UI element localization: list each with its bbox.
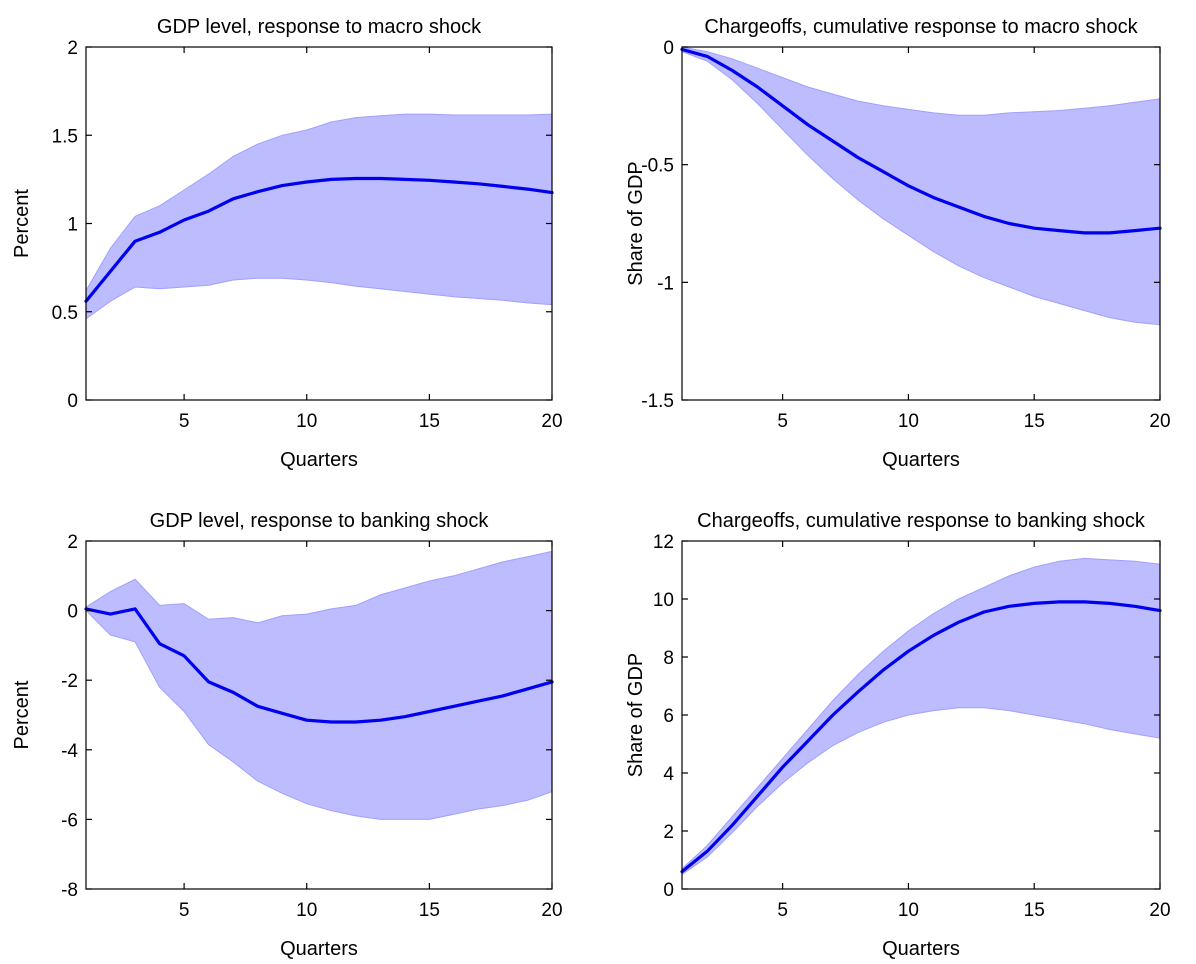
median-response-line	[680, 600, 1162, 874]
x-tick-label: 15	[1024, 900, 1045, 921]
y-axis-label: Share of GDP	[625, 653, 647, 778]
x-axis-label: Quarters	[882, 938, 960, 960]
x-tick-label: 20	[541, 411, 562, 432]
y-tick-label: 0	[67, 602, 78, 623]
y-tick-label: 10	[653, 590, 674, 611]
x-tick-label: 15	[419, 900, 440, 921]
chart-title: Chargeoffs, cumulative response to macro…	[704, 16, 1138, 38]
y-tick-label: 0.5	[52, 303, 78, 324]
x-tick-label: 15	[1024, 411, 1045, 432]
y-tick-label: 8	[663, 648, 674, 669]
y-tick-label: 2	[67, 532, 78, 553]
y-tick-label: -6	[61, 810, 78, 831]
y-tick-label: 6	[663, 706, 674, 727]
chart-panel-2: 5 10 15 20 0 -0.5 -1 -1.5 Chargeoffs, cumulative…	[625, 16, 1171, 471]
y-tick-label: 2	[67, 38, 78, 59]
x-tick-label: 10	[898, 900, 919, 921]
confidence-band	[681, 46, 1161, 326]
y-tick-label: -8	[61, 880, 78, 901]
x-tick-label: 15	[419, 411, 440, 432]
y-tick-label: 2	[663, 822, 674, 843]
y-tick-label: 4	[663, 764, 674, 785]
y-tick-label: 0	[663, 880, 674, 901]
x-tick-label: 10	[898, 411, 919, 432]
y-axis-label: Share of GDP	[625, 161, 647, 286]
confidence-band	[681, 557, 1161, 876]
y-tick-label: 12	[653, 532, 674, 553]
y-tick-label: 1	[67, 215, 78, 236]
chart-panel-1: 5 10 15 20 0 0.5 1 1.5 2 GDP level, response to m…	[11, 16, 563, 471]
y-tick-label: -1	[657, 273, 674, 294]
axes-frame	[681, 46, 1161, 401]
chart-panel-3: 5 10 15 20 -8 -6 -4 -2 0 2 GDP level, response to …	[11, 510, 563, 960]
median-response-line	[84, 176, 554, 303]
axes-frame	[85, 540, 553, 890]
x-tick-label: 10	[296, 411, 317, 432]
chart-title: Chargeoffs, cumulative response to banki…	[697, 510, 1146, 532]
y-tick-label: -2	[61, 671, 78, 692]
x-tick-label: 20	[1149, 411, 1170, 432]
chart-title: GDP level, response to banking shock	[150, 510, 490, 532]
y-tick-label: -4	[61, 741, 78, 762]
x-tick-label: 5	[179, 900, 190, 921]
x-axis-label: Quarters	[280, 938, 358, 960]
median-response-line	[84, 607, 554, 724]
x-axis-label: Quarters	[280, 449, 358, 471]
y-axis-label: Percent	[11, 189, 33, 258]
x-tick-label: 20	[541, 900, 562, 921]
confidence-band	[85, 113, 553, 320]
x-tick-label: 5	[777, 411, 788, 432]
y-tick-label: 0	[663, 38, 674, 59]
x-axis-label: Quarters	[882, 449, 960, 471]
chart-title: GDP level, response to macro shock	[157, 16, 482, 38]
median-response-line	[680, 47, 1162, 235]
y-tick-label: -1.5	[641, 391, 674, 412]
y-tick-label: 0	[67, 391, 78, 412]
y-tick-label: 1.5	[52, 126, 78, 147]
y-axis-label: Percent	[11, 680, 33, 749]
y-tick-label: -0.5	[641, 156, 674, 177]
x-tick-label: 5	[777, 900, 788, 921]
x-tick-label: 10	[296, 900, 317, 921]
chart-panel-4: 5 10 15 20 0 2 4 6 8 10 12 Chargeoffs, cumulative r…	[625, 510, 1171, 960]
x-tick-label: 5	[179, 411, 190, 432]
x-tick-label: 20	[1149, 900, 1170, 921]
confidence-band	[85, 550, 553, 820]
